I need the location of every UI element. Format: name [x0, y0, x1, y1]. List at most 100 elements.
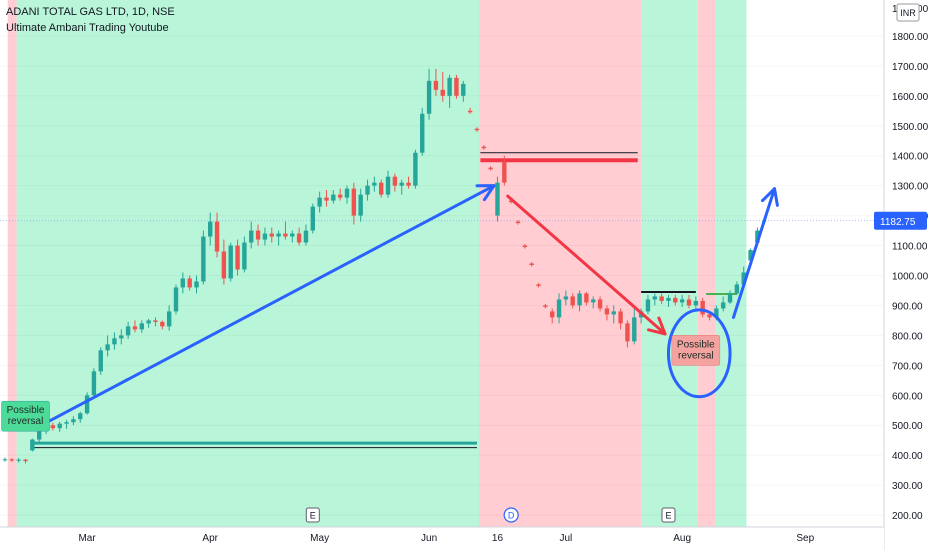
candle	[659, 293, 664, 304]
candle-body	[84, 395, 90, 414]
candle	[556, 293, 562, 324]
candle-body	[242, 242, 247, 270]
background-zone	[479, 0, 642, 527]
candle-body	[563, 296, 569, 300]
candle	[119, 329, 124, 345]
candle-body	[652, 296, 657, 300]
candle	[727, 290, 733, 304]
candle	[406, 176, 411, 189]
candle-body	[645, 299, 651, 312]
time-axis-background	[0, 527, 884, 550]
candle	[9, 458, 15, 462]
y-tick-label: 1000.00	[892, 271, 929, 282]
y-tick-label: 700.00	[892, 361, 923, 372]
candle	[139, 320, 144, 333]
projection-arrow-up	[731, 187, 779, 319]
background-zone	[714, 0, 747, 527]
candle	[84, 392, 90, 415]
candle-body	[721, 302, 726, 309]
candle-body	[98, 350, 103, 372]
candle-body	[686, 299, 692, 306]
candle	[242, 236, 247, 273]
x-tick-label: Sep	[796, 533, 814, 544]
candle	[502, 155, 507, 186]
candle-body	[550, 311, 555, 318]
x-tick-label: Apr	[202, 533, 218, 544]
candle-body	[296, 233, 302, 243]
candle-body	[214, 221, 220, 252]
last-price-text: 1182.75	[880, 217, 916, 228]
candle-body	[508, 200, 514, 203]
candle	[570, 293, 575, 309]
candle	[399, 179, 404, 195]
candle-body	[283, 233, 288, 237]
candle-body	[556, 299, 562, 318]
candle	[303, 224, 309, 246]
candle-body	[91, 371, 97, 396]
candle-body	[632, 317, 637, 342]
candle	[132, 320, 138, 333]
candle-body	[447, 77, 452, 96]
candle-body	[119, 335, 124, 339]
candle-body	[16, 459, 21, 461]
label-text: Possible	[7, 405, 45, 416]
marker-text: E	[665, 511, 671, 521]
candle	[166, 305, 172, 331]
candle	[16, 458, 21, 463]
candle-body	[180, 278, 186, 288]
candle	[536, 282, 541, 288]
candle-body	[379, 182, 384, 195]
candle-body	[30, 439, 35, 451]
candle	[426, 68, 432, 120]
candle-body	[337, 194, 343, 198]
candle-body	[467, 110, 473, 113]
candle-body	[734, 284, 740, 294]
label-text: Possible	[677, 339, 715, 350]
candle	[2, 457, 8, 462]
candle	[78, 411, 83, 423]
candle-body	[399, 182, 404, 186]
candle	[495, 176, 500, 222]
y-tick-label: 1500.00	[892, 122, 929, 133]
candle-body	[324, 197, 329, 201]
candle-body	[385, 176, 391, 195]
y-tick-label: 200.00	[892, 511, 923, 522]
candle	[365, 179, 370, 201]
candle-body	[173, 287, 179, 312]
candle-body	[317, 197, 322, 207]
candle-body	[625, 323, 630, 342]
candle	[262, 227, 268, 246]
candle-body	[748, 250, 753, 261]
label-text: reversal	[8, 416, 44, 427]
candle	[290, 230, 295, 243]
candle	[522, 244, 528, 249]
candle-body	[228, 245, 233, 279]
candle	[440, 71, 445, 102]
candle-body	[474, 128, 480, 131]
candle	[604, 305, 610, 321]
y-tick-label: 500.00	[892, 421, 923, 432]
candle-body	[57, 423, 62, 429]
trend-arrow-up	[34, 184, 496, 430]
label-box	[671, 335, 721, 366]
candle	[105, 335, 110, 357]
y-tick-label: 1600.00	[892, 92, 929, 103]
x-tick-label: Jun	[421, 533, 437, 544]
candle	[283, 221, 288, 240]
arrow-shaft	[731, 187, 776, 319]
candle-body	[160, 321, 165, 327]
candle-body	[153, 320, 158, 322]
candle-body	[255, 230, 261, 240]
candle-body	[2, 459, 8, 461]
candle	[98, 347, 103, 375]
candle-body	[276, 233, 281, 237]
candle-body	[112, 338, 117, 345]
candle	[488, 166, 493, 171]
candle-body	[515, 221, 521, 224]
candle-body	[611, 311, 616, 315]
currency-text: INR	[900, 8, 916, 18]
candle	[474, 127, 480, 132]
y-tick-label: 300.00	[892, 481, 923, 492]
candle-body	[755, 230, 760, 243]
